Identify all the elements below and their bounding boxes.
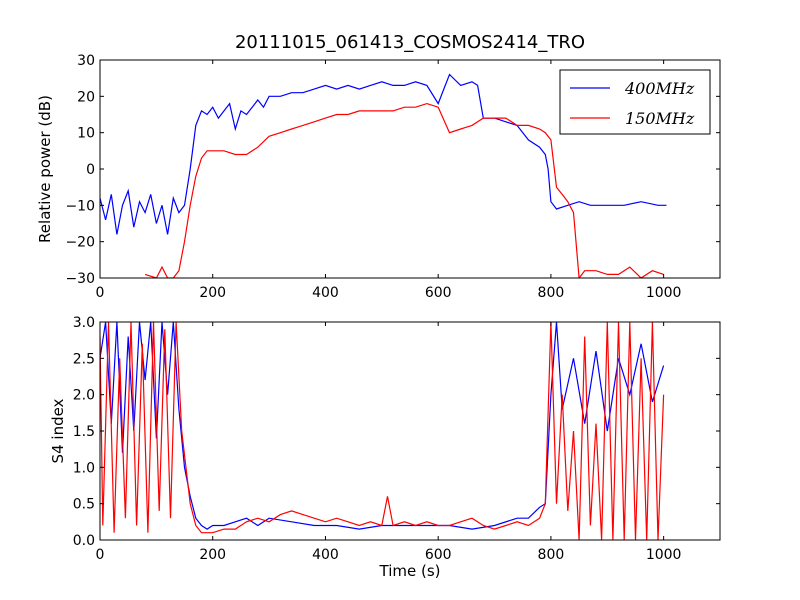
power-series-400mhz bbox=[100, 73, 667, 235]
s4-y-axis-label: S4 index bbox=[49, 398, 67, 463]
power-series-layer bbox=[100, 73, 667, 278]
s4-series-layer bbox=[100, 322, 665, 540]
power-y-tick-label: 0 bbox=[86, 162, 95, 178]
power-y-tick-label: −20 bbox=[65, 235, 95, 251]
power-y-tick-label: 30 bbox=[77, 53, 95, 69]
s4-y-tick-label: 0.5 bbox=[73, 497, 95, 513]
s4-x-tick-label: 800 bbox=[538, 547, 565, 563]
s4-series-400mhz bbox=[100, 322, 665, 530]
power-series-150mhz bbox=[144, 102, 664, 278]
power-x-tick-label: 200 bbox=[199, 285, 226, 301]
power-ticks: 0 200 400 600 800 1000 −30 −20 −10 0 10 20 30 bbox=[65, 53, 720, 301]
power-y-tick-label: 20 bbox=[77, 89, 95, 105]
power-y-tick-label: 10 bbox=[77, 126, 95, 142]
s4-series-150mhz bbox=[100, 322, 665, 540]
s4-x-tick-label: 200 bbox=[199, 547, 226, 563]
s4-x-tick-label: 0 bbox=[96, 547, 105, 563]
s4-y-tick-label: 3.0 bbox=[73, 315, 95, 331]
s4-y-tick-label: 0.0 bbox=[73, 533, 95, 549]
time-x-axis-label: Time (s) bbox=[379, 562, 441, 580]
legend-label-150: 150MHz bbox=[625, 109, 695, 128]
s4-y-tick-label: 1.5 bbox=[73, 424, 95, 440]
s4-x-tick-label: 400 bbox=[312, 547, 339, 563]
s4-x-tick-label: 1000 bbox=[646, 547, 682, 563]
power-x-tick-label: 1000 bbox=[646, 285, 682, 301]
s4-y-tick-label: 2.0 bbox=[73, 388, 95, 404]
s4-panel: 0 200 400 600 800 1000 0.0 0.5 1.0 1.5 2.0 2.5 3.0 S… bbox=[49, 315, 721, 580]
s4-ticks: 0 200 400 600 800 1000 0.0 0.5 1.0 1.5 2.0 2.5 3.0 bbox=[73, 315, 720, 563]
s4-y-tick-label: 2.5 bbox=[73, 351, 95, 367]
s4-x-tick-label: 600 bbox=[425, 547, 452, 563]
power-x-tick-label: 600 bbox=[425, 285, 452, 301]
chart-title: 20111015_061413_COSMOS2414_TRO bbox=[235, 32, 585, 53]
legend-box bbox=[559, 69, 711, 135]
power-x-tick-label: 400 bbox=[312, 285, 339, 301]
power-y-tick-label: −10 bbox=[65, 198, 95, 214]
power-x-tick-label: 0 bbox=[96, 285, 105, 301]
legend-label-400: 400MHz bbox=[624, 79, 695, 98]
legend: 400MHz 150MHz bbox=[559, 69, 711, 135]
power-panel: 0 200 400 600 800 1000 −30 −20 −10 0 10 20 30 Relati… bbox=[36, 53, 721, 301]
power-x-tick-label: 800 bbox=[538, 285, 565, 301]
power-y-tick-label: −30 bbox=[65, 271, 95, 287]
power-y-axis-label: Relative power (dB) bbox=[36, 95, 54, 243]
s4-y-tick-label: 1.0 bbox=[73, 460, 95, 476]
